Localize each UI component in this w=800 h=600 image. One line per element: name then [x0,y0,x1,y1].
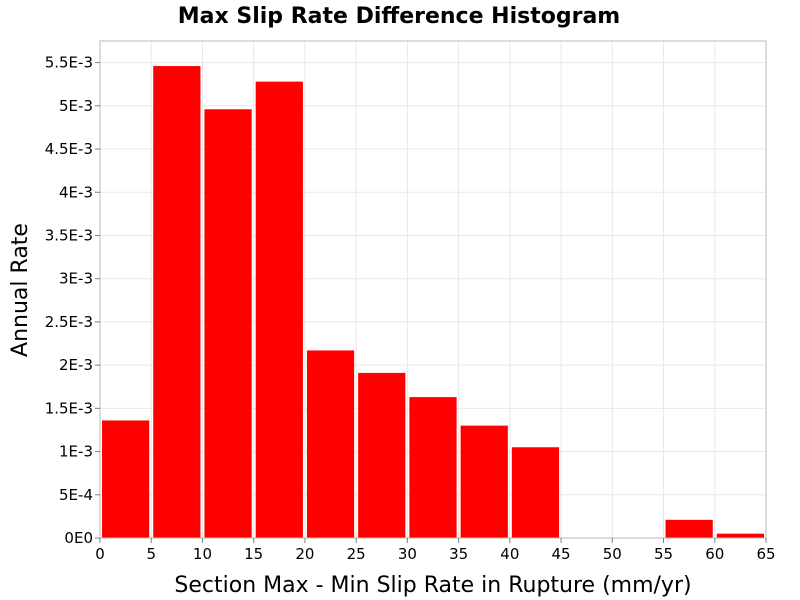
x-tick-label: 5 [146,545,156,563]
y-tick-label: 1E-3 [59,443,93,461]
x-tick-label: 30 [398,545,417,563]
y-tick-label: 3.5E-3 [45,226,93,244]
y-tick-label: 4.5E-3 [45,140,93,158]
y-tick-label: 2.5E-3 [45,313,93,331]
y-axis-label: Annual Rate [8,223,33,357]
histogram-bar [358,373,405,538]
histogram-bar [409,397,456,538]
histogram-bar [307,350,354,538]
histogram-bar [256,82,303,538]
x-axis-ticks: 0 5 10 15 20 25 30 35 40 45 50 55 60 65 [95,538,775,563]
x-tick-label: 35 [449,545,468,563]
x-tick-label: 20 [295,545,314,563]
chart-title: Max Slip Rate Difference Histogram [178,4,620,29]
x-axis-label: Section Max - Min Slip Rate in Rupture (… [174,573,691,598]
x-tick-label: 15 [244,545,263,563]
histogram-bar [461,426,508,538]
x-tick-label: 10 [193,545,212,563]
y-tick-label: 5.5E-3 [45,54,93,72]
y-tick-label: 5E-4 [59,486,93,504]
y-tick-label: 1.5E-3 [45,399,93,417]
y-tick-label: 3E-3 [59,270,93,288]
histogram-bar [717,534,764,538]
histogram-bar [512,447,559,538]
x-tick-label: 0 [95,545,105,563]
histogram-bar [102,420,149,538]
x-tick-label: 25 [347,545,366,563]
histogram-bar [204,109,251,538]
x-tick-label: 55 [654,545,673,563]
histogram-bar [153,66,200,538]
x-tick-label: 40 [500,545,519,563]
x-tick-label: 45 [552,545,571,563]
y-axis-ticks: 0E0 5E-4 1E-3 1.5E-3 2E-3 2.5E-3 3E-3 3.5E-3 4E-… [45,54,100,547]
histogram-bar [666,520,713,538]
bars [102,66,764,538]
x-tick-label: 50 [603,545,622,563]
x-tick-label: 65 [756,545,775,563]
y-tick-label: 0E0 [64,529,93,547]
y-tick-label: 4E-3 [59,183,93,201]
y-tick-label: 5E-3 [59,97,93,115]
x-tick-label: 60 [705,545,724,563]
y-tick-label: 2E-3 [59,356,93,374]
